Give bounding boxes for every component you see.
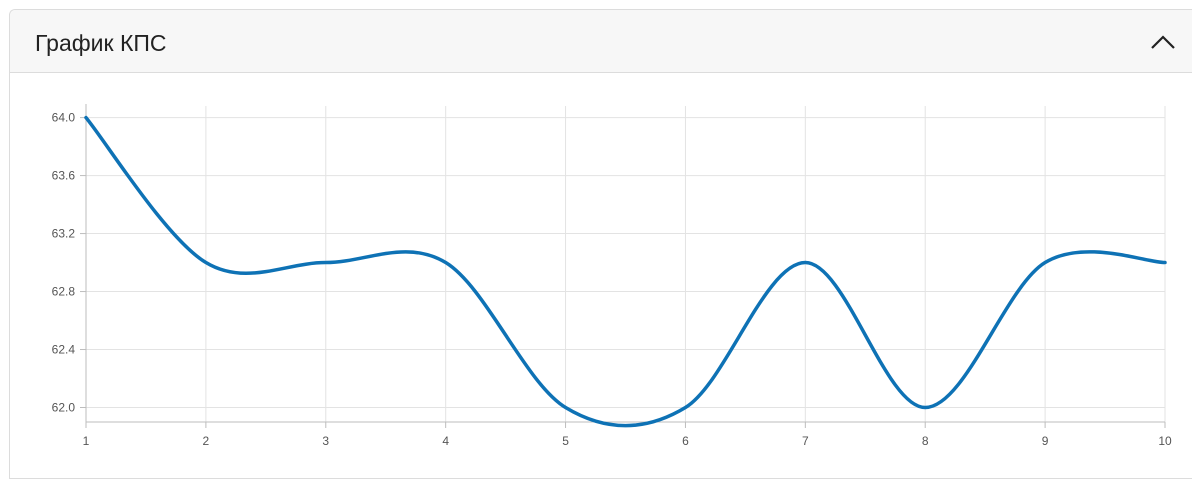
x-tick-label: 8 (922, 434, 929, 448)
x-tick-label: 7 (802, 434, 809, 448)
x-tick-label: 3 (322, 434, 329, 448)
y-tick-label: 62.4 (52, 343, 76, 357)
chevron-up-icon (1151, 35, 1175, 49)
y-tick-label: 62.8 (52, 285, 76, 299)
panel-header: График КПС (10, 10, 1192, 73)
x-tick-label: 1 (83, 434, 90, 448)
series-line (84, 115, 1167, 428)
x-tick-label: 4 (442, 434, 449, 448)
x-tick-label: 2 (203, 434, 210, 448)
y-tick-label: 64.0 (52, 111, 76, 125)
panel-title: График КПС (35, 30, 167, 56)
collapse-button[interactable] (1148, 28, 1178, 56)
grid (85, 106, 1166, 422)
x-tick-label: 9 (1042, 434, 1049, 448)
x-tick-label: 5 (562, 434, 569, 448)
tick-labels: 1 2 3 4 5 6 7 8 9 10 62.0 62.4 62.8 63.2 63.6 64.0 (52, 111, 1172, 448)
series-layer (84, 115, 1167, 428)
axes (80, 104, 1166, 428)
x-tick-label: 6 (682, 434, 689, 448)
x-tick-label: 10 (1158, 434, 1172, 448)
y-tick-label: 63.6 (52, 169, 76, 183)
y-tick-label: 62.0 (52, 401, 76, 415)
y-tick-label: 63.2 (52, 227, 76, 241)
